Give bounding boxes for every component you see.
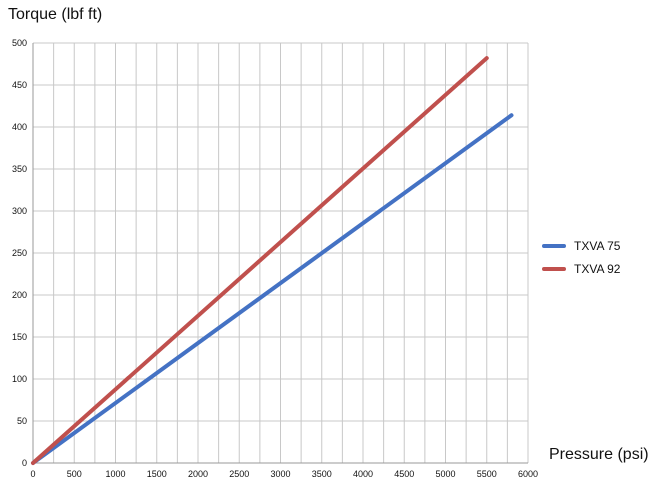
x-tick-label: 6000 bbox=[518, 469, 538, 479]
x-axis-title: Pressure (psi) bbox=[549, 446, 649, 463]
x-tick-label: 500 bbox=[67, 469, 82, 479]
y-tick-label: 200 bbox=[12, 290, 27, 300]
legend: TXVA 75 TXVA 92 bbox=[542, 236, 620, 282]
y-tick-label: 150 bbox=[12, 332, 27, 342]
y-tick-label: 450 bbox=[12, 80, 27, 90]
x-tick-label: 2000 bbox=[188, 469, 208, 479]
y-axis-title: Torque (lbf ft) bbox=[8, 6, 103, 23]
y-tick-label: 500 bbox=[12, 38, 27, 48]
x-tick-label: 0 bbox=[30, 469, 35, 479]
x-tick-label: 4000 bbox=[353, 469, 373, 479]
x-tick-label: 1000 bbox=[105, 469, 125, 479]
legend-label-txva-92: TXVA 92 bbox=[574, 262, 621, 276]
x-tick-label: 5000 bbox=[435, 469, 455, 479]
x-tick-label: 1500 bbox=[147, 469, 167, 479]
series-line-txva-75 bbox=[31, 113, 514, 465]
x-tick-label: 5500 bbox=[477, 469, 497, 479]
y-tick-label: 0 bbox=[22, 458, 27, 468]
y-tick-label: 100 bbox=[12, 374, 27, 384]
legend-item-txva-75: TXVA 75 bbox=[542, 236, 620, 256]
x-tick-label: 2500 bbox=[229, 469, 249, 479]
y-tick-label: 50 bbox=[17, 416, 27, 426]
y-tick-label: 250 bbox=[12, 248, 27, 258]
x-tick-label: 3500 bbox=[312, 469, 332, 479]
legend-item-txva-92: TXVA 92 bbox=[542, 259, 620, 279]
x-tick-label: 4500 bbox=[394, 469, 414, 479]
series-line-txva-92 bbox=[31, 56, 489, 465]
y-tick-label: 400 bbox=[12, 122, 27, 132]
x-tick-label: 3000 bbox=[270, 469, 290, 479]
legend-swatch-txva-92 bbox=[542, 267, 566, 271]
y-tick-label: 300 bbox=[12, 206, 27, 216]
legend-label-txva-75: TXVA 75 bbox=[574, 239, 621, 253]
y-tick-label: 350 bbox=[12, 164, 27, 174]
legend-swatch-txva-75 bbox=[542, 244, 566, 248]
